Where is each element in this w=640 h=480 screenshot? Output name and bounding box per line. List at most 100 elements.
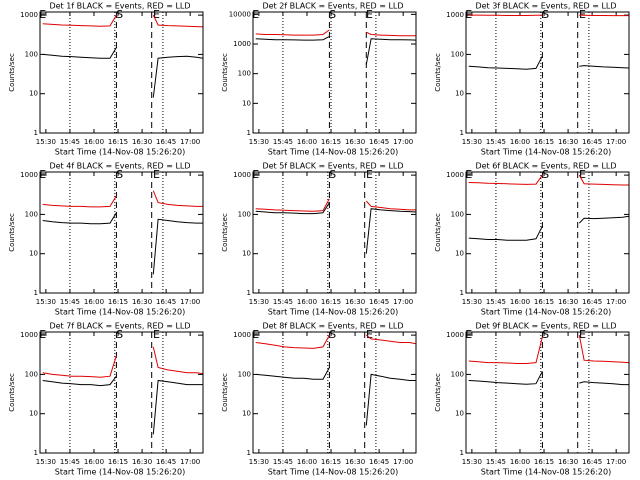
series-line — [42, 47, 203, 98]
chart-title: Det 2f BLACK = Events, RED = LLD — [262, 2, 403, 11]
y-tick-label: 10 — [455, 410, 464, 418]
x-tick-label: 17:00 — [393, 458, 413, 466]
annotation: E — [465, 8, 472, 21]
x-tick-label: 15:45 — [60, 298, 80, 306]
x-tick-label: 16:30 — [345, 298, 365, 306]
annotation: E — [252, 168, 259, 181]
y-tick-label: 1000 — [233, 40, 251, 48]
x-axis-title: Start Time (14-Nov-08 15:26:20) — [268, 148, 398, 157]
x-tick-label: 15:30 — [249, 138, 269, 146]
x-tick-label: 15:45 — [486, 138, 506, 146]
x-tick-label: 15:30 — [36, 458, 56, 466]
y-tick-label: 10 — [242, 250, 251, 258]
x-tick-label: 16:30 — [345, 458, 365, 466]
chart-title: Det 4f BLACK = Events, RED = LLD — [49, 162, 190, 171]
x-tick-label: 15:45 — [486, 298, 506, 306]
x-axis-title: Start Time (14-Nov-08 15:26:20) — [481, 308, 611, 317]
annotation: E — [366, 328, 373, 341]
series-line — [468, 14, 629, 17]
x-tick-label: 16:15 — [321, 138, 341, 146]
y-tick-label: 1 — [460, 289, 464, 297]
x-tick-label: 15:30 — [36, 298, 56, 306]
x-tick-label: 16:15 — [108, 298, 128, 306]
panel: Det 3f BLACK = Events, RED = LLD Start Ti… — [434, 2, 630, 157]
panel: Det 1f BLACK = Events, RED = LLD Start Ti… — [8, 2, 204, 157]
series-line — [255, 198, 416, 212]
y-tick-label: 1 — [460, 449, 464, 457]
annotation: S — [329, 168, 336, 181]
x-axis-title: Start Time (14-Nov-08 15:26:20) — [55, 148, 185, 157]
annotation: E — [252, 8, 259, 21]
x-tick-label: 17:00 — [180, 138, 200, 146]
chart-title: Det 9f BLACK = Events, RED = LLD — [475, 322, 616, 331]
annotation: E — [39, 168, 46, 181]
y-tick-label: 10 — [455, 90, 464, 98]
x-tick-label: 16:30 — [132, 298, 152, 306]
y-tick-label: 1000 — [20, 171, 38, 179]
x-axis-title: Start Time (14-Nov-08 15:26:20) — [268, 468, 398, 477]
x-tick-label: 15:30 — [36, 138, 56, 146]
x-tick-label: 16:15 — [534, 138, 554, 146]
annotation: E — [39, 328, 46, 341]
series-line — [255, 29, 416, 37]
x-tick-label: 16:45 — [369, 298, 389, 306]
plot-frame — [465, 331, 630, 454]
panel: Det 2f BLACK = Events, RED = LLD Start Ti… — [221, 2, 417, 157]
plot-frame — [252, 11, 417, 134]
series-line — [255, 202, 416, 254]
y-tick-label: 100 — [238, 70, 251, 78]
series-line — [255, 334, 416, 349]
x-tick-label: 16:45 — [156, 138, 176, 146]
x-tick-label: 16:45 — [582, 298, 602, 306]
x-tick-label: 16:45 — [156, 458, 176, 466]
y-tick-label: 10 — [242, 99, 251, 107]
panel: Det 7f BLACK = Events, RED = LLD Start Ti… — [8, 322, 204, 477]
y-tick-label: 10 — [29, 250, 38, 258]
series-line — [468, 371, 629, 386]
plot-frame — [39, 331, 204, 454]
x-tick-label: 15:45 — [60, 138, 80, 146]
x-tick-label: 15:45 — [486, 458, 506, 466]
x-tick-label: 16:15 — [534, 298, 554, 306]
annotation: E — [465, 168, 472, 181]
y-tick-label: 1000 — [446, 11, 464, 19]
x-tick-label: 16:30 — [558, 138, 578, 146]
y-tick-label: 1000 — [446, 331, 464, 339]
series-line — [255, 367, 416, 426]
x-tick-label: 15:45 — [60, 458, 80, 466]
panel: Det 9f BLACK = Events, RED = LLD Start Ti… — [434, 322, 630, 477]
y-axis-title: Counts/sec — [434, 373, 442, 412]
y-tick-label: 1000 — [233, 171, 251, 179]
plot-frame — [465, 171, 630, 294]
series-line — [42, 190, 203, 208]
y-tick-label: 1000 — [233, 331, 251, 339]
y-tick-label: 10 — [29, 410, 38, 418]
chart-title: Det 6f BLACK = Events, RED = LLD — [475, 162, 616, 171]
x-tick-label: 16:15 — [534, 458, 554, 466]
x-tick-label: 16:00 — [84, 458, 104, 466]
x-tick-label: 16:15 — [108, 458, 128, 466]
x-tick-label: 16:00 — [297, 138, 317, 146]
x-tick-label: 15:30 — [462, 138, 482, 146]
y-tick-label: 10 — [455, 250, 464, 258]
x-tick-label: 15:30 — [249, 458, 269, 466]
x-tick-label: 17:00 — [606, 458, 626, 466]
chart-title: Det 5f BLACK = Events, RED = LLD — [262, 162, 403, 171]
y-axis-title: Counts/sec — [221, 213, 229, 252]
x-tick-label: 17:00 — [393, 138, 413, 146]
x-tick-label: 16:30 — [132, 458, 152, 466]
y-tick-label: 1000 — [20, 11, 38, 19]
annotation: E — [366, 168, 373, 181]
annotation: S — [542, 328, 549, 341]
x-tick-label: 15:30 — [249, 298, 269, 306]
annotation: E — [153, 328, 160, 341]
annotation: E — [579, 168, 586, 181]
x-tick-label: 17:00 — [180, 298, 200, 306]
chart-title: Det 3f BLACK = Events, RED = LLD — [475, 2, 616, 11]
series-line — [42, 346, 203, 378]
x-tick-label: 16:30 — [558, 458, 578, 466]
annotation: E — [39, 8, 46, 21]
x-axis-title: Start Time (14-Nov-08 15:26:20) — [55, 468, 185, 477]
x-tick-label: 17:00 — [180, 458, 200, 466]
y-tick-label: 10000 — [229, 10, 251, 18]
